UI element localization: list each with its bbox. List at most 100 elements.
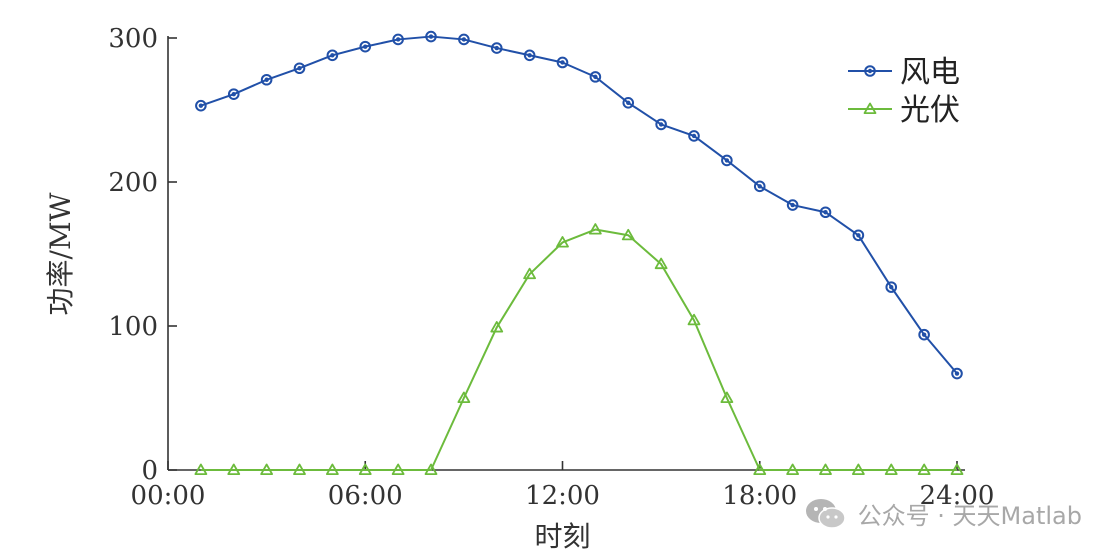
data-point bbox=[687, 313, 701, 326]
legend-item: 风电 bbox=[848, 55, 960, 90]
data-point-center bbox=[757, 184, 762, 189]
plot-area bbox=[194, 30, 964, 476]
data-point bbox=[227, 463, 241, 476]
data-point-center bbox=[297, 66, 302, 71]
data-point-center bbox=[658, 122, 664, 127]
data-point-center bbox=[330, 53, 335, 58]
data-point-center bbox=[954, 371, 960, 376]
data-point bbox=[819, 463, 832, 476]
data-point bbox=[622, 97, 635, 109]
x-tick-label: 18:00 bbox=[722, 481, 797, 511]
series-1 bbox=[195, 30, 963, 380]
data-point bbox=[917, 463, 931, 476]
data-point bbox=[786, 463, 800, 476]
data-point bbox=[293, 62, 306, 75]
data-point bbox=[359, 40, 372, 53]
data-point bbox=[951, 367, 963, 380]
data-point bbox=[457, 391, 471, 404]
wechat-icon bbox=[805, 498, 846, 529]
data-point bbox=[556, 236, 569, 248]
y-tick-label: 300 bbox=[108, 24, 158, 54]
data-point bbox=[884, 463, 898, 476]
data-point-center bbox=[527, 53, 532, 58]
data-point bbox=[195, 99, 207, 112]
data-point bbox=[588, 223, 602, 235]
legend-swatch-marker-center bbox=[867, 68, 873, 74]
data-point bbox=[556, 56, 569, 69]
data-point-center bbox=[363, 44, 368, 49]
data-point bbox=[655, 118, 667, 131]
data-point bbox=[260, 73, 273, 86]
data-point bbox=[720, 391, 734, 404]
legend-swatch-marker bbox=[864, 65, 876, 77]
data-point-center bbox=[231, 91, 236, 97]
data-point bbox=[326, 49, 339, 62]
data-point bbox=[721, 154, 733, 167]
data-point bbox=[358, 463, 372, 476]
data-point bbox=[851, 463, 865, 476]
data-point-center bbox=[921, 332, 927, 337]
data-point bbox=[425, 30, 437, 43]
data-point bbox=[227, 88, 240, 100]
data-point-center bbox=[560, 60, 565, 65]
data-point-center bbox=[691, 133, 697, 139]
data-point bbox=[325, 463, 339, 476]
data-point bbox=[391, 463, 405, 476]
data-point bbox=[458, 33, 470, 46]
series-line bbox=[200, 35, 958, 375]
data-point bbox=[490, 321, 504, 333]
data-point bbox=[654, 257, 668, 270]
data-point bbox=[589, 71, 602, 83]
data-point-center bbox=[428, 34, 434, 39]
x-tick-label: 12:00 bbox=[525, 481, 600, 511]
watermark-text: 公众号 · 天天Matlab bbox=[857, 502, 1082, 530]
legend-item: 光伏 bbox=[848, 93, 960, 128]
x-tick-label: 06:00 bbox=[328, 481, 403, 511]
data-point bbox=[260, 463, 274, 476]
data-point-center bbox=[593, 74, 598, 80]
data-point-center bbox=[790, 202, 795, 208]
data-point bbox=[885, 281, 898, 293]
watermark: 公众号 · 天天Matlab bbox=[804, 496, 1082, 531]
legend-swatch-marker bbox=[863, 102, 877, 115]
x-tick-label: 24:00 bbox=[920, 481, 995, 511]
data-point-center bbox=[724, 158, 730, 163]
data-point bbox=[523, 267, 537, 280]
series-line bbox=[200, 228, 957, 471]
series-2 bbox=[194, 223, 964, 476]
data-point-center bbox=[626, 100, 631, 106]
y-tick-label: 200 bbox=[108, 168, 158, 198]
data-point bbox=[424, 463, 438, 476]
data-point-center bbox=[395, 37, 401, 42]
data-point bbox=[621, 228, 635, 241]
data-point bbox=[819, 206, 832, 219]
data-point bbox=[490, 42, 503, 54]
y-tick-label: 100 bbox=[108, 312, 158, 342]
x-axis-title: 时刻 bbox=[534, 520, 590, 553]
data-point-center bbox=[823, 210, 828, 215]
data-point-center bbox=[889, 284, 894, 290]
axes: 0 100 200 300 00:00 06:00 12:00 18:00 24:00 bbox=[108, 24, 994, 511]
data-point bbox=[194, 463, 208, 476]
data-point bbox=[950, 463, 964, 476]
data-point bbox=[392, 33, 404, 46]
y-tick-label: 0 bbox=[141, 456, 158, 486]
data-point bbox=[918, 328, 930, 341]
data-point bbox=[293, 463, 306, 476]
x-tick-label: 00:00 bbox=[131, 481, 206, 511]
data-point-center bbox=[198, 103, 204, 108]
y-axis-title: 功率/MW bbox=[44, 192, 77, 315]
data-point-center bbox=[264, 77, 269, 82]
data-point-center bbox=[856, 233, 861, 238]
legend-label: 风电 bbox=[900, 55, 960, 90]
data-point bbox=[852, 229, 865, 242]
data-point bbox=[786, 199, 799, 211]
data-point bbox=[753, 463, 767, 476]
data-point bbox=[753, 180, 766, 193]
data-point bbox=[688, 130, 700, 142]
data-point-center bbox=[461, 37, 467, 42]
data-point bbox=[523, 49, 536, 62]
legend-label: 光伏 bbox=[900, 93, 960, 128]
